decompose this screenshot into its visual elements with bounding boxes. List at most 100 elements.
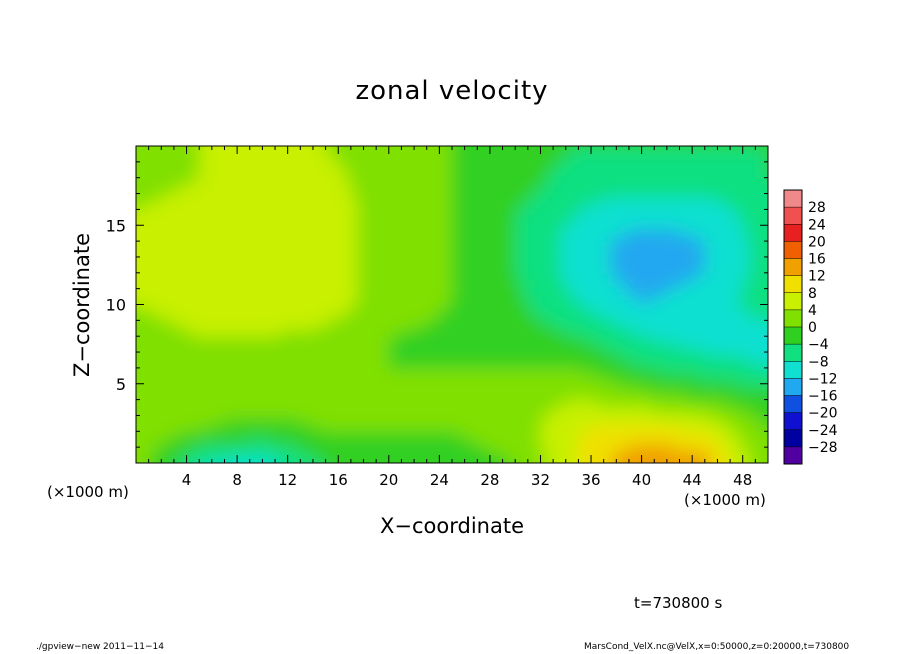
field-cell [161,272,169,280]
field-cell [654,456,662,463]
field-cell [344,418,352,426]
field-cell [154,234,162,242]
field-cell [591,361,598,369]
field-cell [515,209,523,217]
field-cell [641,184,649,191]
field-cell [395,380,403,388]
field-cell [186,424,194,432]
field-cell [148,437,156,445]
field-cell [357,380,365,388]
field-cell [205,412,213,420]
field-cell [111,463,118,470]
field-cell [388,374,396,382]
field-cell [610,437,617,445]
field-cell [262,146,270,153]
field-cell [572,310,579,318]
field-cell [205,234,213,242]
field-cell [256,304,263,312]
field-cell [149,133,156,140]
field-cell [553,463,560,470]
field-cell [237,253,245,261]
field-cell [117,343,124,350]
field-cell [414,348,421,356]
field-cell [136,266,143,274]
field-cell [647,374,655,382]
field-cell [312,165,320,172]
field-cell [294,177,301,185]
field-cell [458,196,466,204]
field-cell [350,177,358,185]
field-cell [426,152,434,160]
field-cell [401,469,408,476]
field-cell [540,158,548,166]
field-cell [325,310,333,318]
field-cell [439,405,447,413]
field-cell [477,177,485,185]
field-cell [439,443,447,451]
field-cell [338,310,346,318]
field-cell [224,317,232,325]
field-cell [111,431,118,438]
field-cell [553,367,561,375]
field-cell [294,260,301,268]
field-cell [357,285,365,293]
field-cell [319,146,327,153]
field-cell [243,291,251,299]
field-cell [515,342,523,350]
field-cell [540,374,548,382]
field-cell [546,317,554,325]
field-cell [546,437,554,445]
field-cell [628,374,636,382]
field-cell [173,291,181,299]
field-cell [401,171,409,179]
field-cell [363,418,371,426]
field-cell [268,443,276,451]
field-cell [154,291,162,299]
field-cell [331,399,339,407]
field-cell [338,386,346,394]
field-cell [243,304,251,312]
field-cell [117,355,124,362]
field-cell [268,361,276,369]
field-cell [357,190,365,198]
field-cell [458,476,465,483]
field-cell [515,203,523,210]
field-cell [243,405,251,413]
field-cell [224,127,231,134]
field-cell [357,336,365,344]
field-cell [300,342,308,350]
field-cell [237,412,245,420]
field-cell [540,443,548,451]
field-cell [357,171,365,179]
field-cell [509,127,516,134]
field-cell [623,476,630,483]
field-cell [559,196,567,204]
field-cell [117,171,124,178]
field-cell [199,431,207,439]
field-cell [414,380,421,388]
field-cell [452,177,459,185]
field-cell [521,241,529,249]
field-cell [489,298,497,306]
field-cell [136,304,143,312]
field-cell [180,247,188,255]
field-cell [388,253,396,261]
field-cell [508,374,516,382]
field-cell [465,127,472,134]
field-cell [243,463,250,470]
field-cell [622,443,630,451]
field-cell [192,329,200,337]
field-cell [249,329,257,337]
field-cell [237,418,245,426]
field-cell [483,279,491,287]
field-cell [268,247,276,255]
field-cell [426,291,434,299]
field-cell [458,348,466,356]
field-cell [635,215,643,223]
field-cell [211,177,219,185]
field-cell [186,374,194,382]
field-cell [433,253,440,261]
field-cell [199,317,207,325]
field-cell [218,203,226,210]
